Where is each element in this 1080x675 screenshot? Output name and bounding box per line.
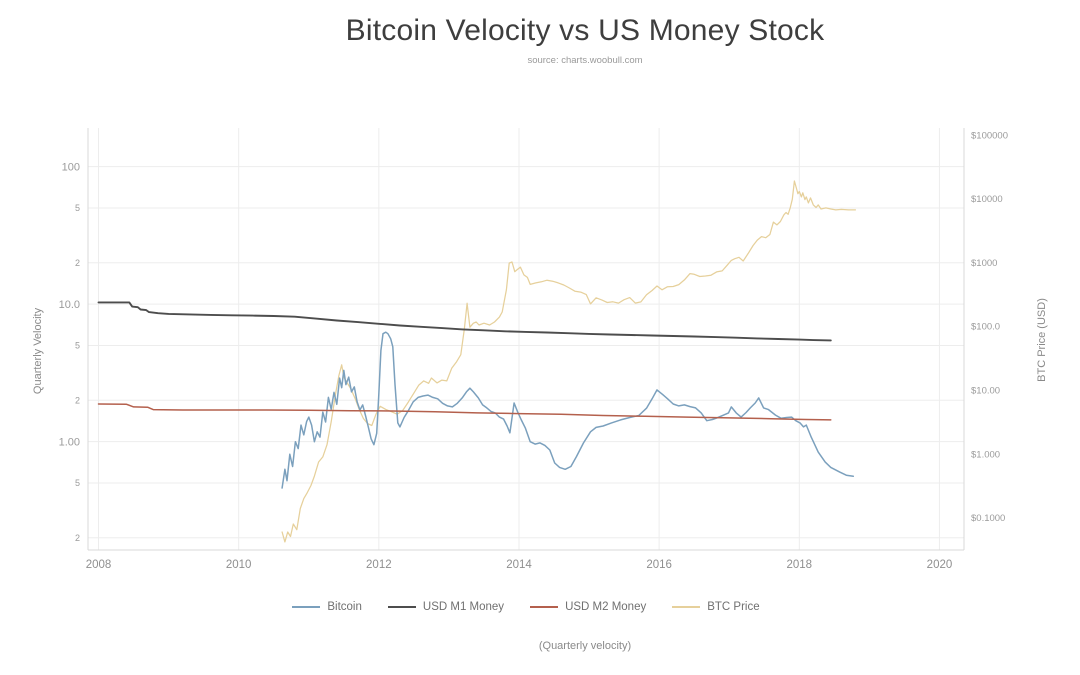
left-axis-title: Quarterly Velocity — [32, 307, 44, 395]
left-tick-label-50: 5 — [75, 203, 80, 213]
x-tick-label-2012: 2012 — [366, 559, 392, 571]
left-tick-label-5: 5 — [75, 341, 80, 351]
left-tick-label-2: 2 — [75, 395, 80, 405]
legend-item-usd-m2-money[interactable]: USD M2 Money — [530, 601, 646, 613]
legend-item-btc-price[interactable]: BTC Price — [672, 601, 760, 613]
right-tick-label-1000: $1000 — [971, 258, 997, 269]
x-tick-label-2008: 2008 — [86, 559, 112, 571]
legend-item-bitcoin[interactable]: Bitcoin — [292, 601, 362, 613]
right-tick-label-1: $1.000 — [971, 449, 1000, 460]
right-tick-label-0.1: $0.1000 — [971, 513, 1005, 524]
legend-swatch-usd-m2-money — [530, 606, 559, 608]
right-axis-title: BTC Price (USD) — [1036, 298, 1048, 382]
x-tick-label-2016: 2016 — [646, 559, 672, 571]
legend-label-btc-price: BTC Price — [707, 601, 760, 613]
left-tick-label-0.5: 5 — [75, 478, 80, 488]
series-line-usd-m2-money[interactable] — [97, 403, 832, 421]
legend-item-usd-m1-money[interactable]: USD M1 Money — [387, 601, 505, 613]
left-tick-label-0.2: 2 — [75, 533, 80, 543]
legend: Bitcoin USD M1 Money USD M2 Money BTC Price — [88, 601, 964, 613]
left-tick-label-20: 2 — [75, 258, 80, 268]
legend-swatch-bitcoin — [292, 606, 321, 608]
left-tick-label-10: 10.0 — [59, 299, 80, 311]
chart-title: Bitcoin Velocity vs US Money Stock — [345, 14, 825, 47]
x-tick-label-2014: 2014 — [506, 559, 532, 571]
x-tick-label-2018: 2018 — [787, 559, 813, 571]
legend-label-usd-m1-money: USD M1 Money — [422, 601, 505, 613]
right-tick-label-100000: $100000 — [971, 130, 1008, 141]
legend-swatch-usd-m1-money — [387, 606, 416, 608]
right-tick-label-10: $10.00 — [971, 386, 1000, 397]
x-tick-label-2010: 2010 — [226, 559, 252, 571]
legend-label-bitcoin: Bitcoin — [327, 601, 362, 613]
chart-header: Bitcoin Velocity vs US Money Stock sourc… — [0, 14, 1080, 66]
legend-swatch-btc-price — [672, 606, 701, 608]
chart-subtitle: source: charts.woobull.com — [527, 55, 643, 66]
legend-label-usd-m2-money: USD M2 Money — [565, 601, 647, 613]
left-tick-label-1: 1.00 — [59, 437, 80, 449]
right-tick-label-10000: $10000 — [971, 194, 1003, 205]
series-line-usd-m1-money[interactable] — [97, 301, 832, 342]
left-tick-label-100: 100 — [62, 161, 80, 173]
right-tick-label-100: $100.0 — [971, 322, 1000, 333]
chart-caption: (Quarterly velocity) — [538, 640, 632, 652]
x-tick-label-2020: 2020 — [927, 559, 953, 571]
series-line-btc-price[interactable] — [281, 180, 857, 543]
